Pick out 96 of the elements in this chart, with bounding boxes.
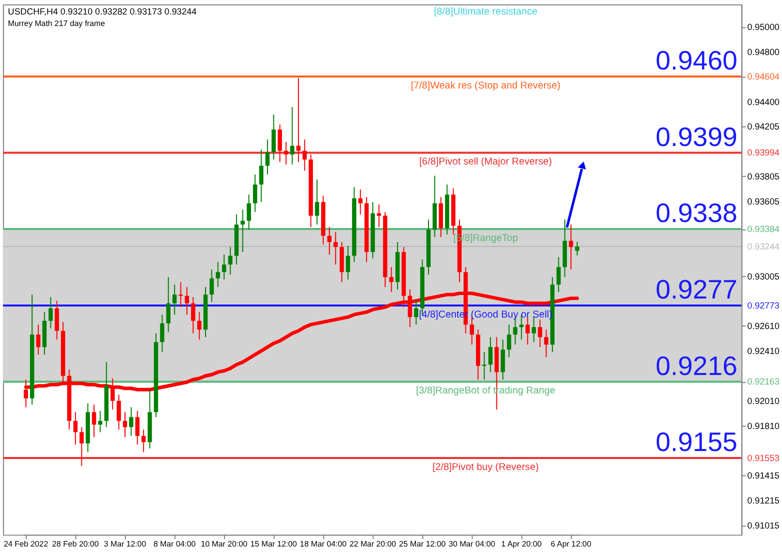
- x-tick-label: 3 Mar 12:00: [104, 540, 147, 549]
- y-tick-label: 0.91415: [747, 470, 780, 480]
- y-tick-label: 0.94800: [747, 46, 780, 57]
- candlestick: [414, 299, 418, 326]
- annotation: 0.9277: [656, 274, 738, 305]
- candlestick: [141, 429, 146, 453]
- candlestick: [197, 312, 202, 340]
- x-tick-label: 1 Apr 20:00: [501, 540, 542, 549]
- candlestick: [240, 209, 245, 253]
- candlestick: [272, 114, 276, 160]
- y-tick-label: 0.93994: [747, 148, 780, 158]
- y-tick-label: 0.93005: [747, 271, 780, 282]
- candlestick: [98, 410, 102, 433]
- y-tick-label: 0.92410: [747, 346, 780, 356]
- candlestick: [122, 412, 128, 438]
- candlestick: [73, 412, 78, 446]
- y-tick-label: 0.92773: [747, 300, 780, 310]
- y-tick-label: 0.91215: [747, 495, 780, 506]
- candlestick: [290, 106, 294, 166]
- y-tick-label: 0.91015: [747, 520, 780, 530]
- candlestick: [296, 78, 301, 163]
- annotation: 0.9399: [656, 122, 738, 152]
- candlestick: [210, 269, 214, 303]
- annotation: 0.9216: [656, 350, 738, 381]
- candlestick: [526, 316, 530, 346]
- x-tick-label: 25 Mar 12:00: [399, 540, 446, 549]
- x-tick-label: 10 Mar 20:00: [200, 540, 248, 549]
- ref-line-label: [2/8]Pivot buy (Reverse): [432, 462, 539, 473]
- ref-line-label: [7/8]Weak res (Stop and Reverse): [410, 80, 560, 92]
- x-tick-label: 15 Mar 12:00: [250, 540, 298, 549]
- candlestick: [358, 189, 362, 216]
- x-tick-label: 18 Mar 04:00: [300, 540, 348, 549]
- candlestick: [54, 300, 59, 340]
- y-tick-label: 0.93384: [747, 224, 780, 234]
- candlestick: [376, 204, 382, 228]
- candlestick: [389, 266, 394, 293]
- candlestick: [544, 329, 548, 358]
- candlestick: [265, 139, 270, 176]
- candlestick: [222, 254, 226, 280]
- y-tick-label: 0.93244: [747, 242, 780, 252]
- candlestick: [302, 139, 307, 172]
- annotation: 0.9338: [656, 198, 738, 228]
- candlestick: [252, 174, 258, 213]
- candlestick: [166, 276, 170, 333]
- ref-line-label: [6/8]Pivot sell (Major Reverse): [419, 156, 552, 168]
- candlestick: [259, 149, 264, 203]
- y-tick-label: 0.92610: [747, 320, 780, 331]
- candlestick: [160, 314, 164, 353]
- annotation: 0.9155: [656, 427, 738, 458]
- y-tick-label: 0.94604: [747, 71, 780, 82]
- candlestick: [48, 296, 53, 329]
- x-tick-label: 8 Mar 04:00: [153, 540, 196, 549]
- candlestick: [129, 406, 134, 436]
- y-tick-label: 0.91553: [747, 453, 780, 463]
- candlestick: [314, 179, 320, 226]
- candlestick: [538, 319, 542, 348]
- candlestick: [80, 426, 84, 466]
- candlestick: [568, 224, 574, 270]
- candlestick: [334, 232, 338, 266]
- candlestick: [191, 296, 196, 334]
- chart-title: USDCHF,H4 0.93210 0.93282 0.93173 0.93244: [8, 6, 197, 16]
- annotation: [8/8]Ultimate resistance: [434, 6, 538, 18]
- candlestick: [216, 262, 220, 288]
- y-tick-label: 0.94205: [747, 121, 780, 132]
- candlestick: [92, 404, 96, 438]
- x-tick-label: 24 Feb 2022: [4, 540, 48, 549]
- candlestick: [500, 339, 505, 380]
- candlestick: [482, 352, 486, 380]
- candlestick: [346, 245, 350, 280]
- candlestick: [116, 394, 121, 430]
- y-tick-label: 0.91810: [747, 420, 780, 431]
- y-tick-label: 0.93605: [747, 196, 780, 206]
- candlestick: [246, 194, 251, 230]
- candlestick: [506, 324, 512, 358]
- candlestick: [184, 286, 190, 316]
- candlestick: [556, 256, 561, 293]
- x-tick-label: 22 Mar 20:00: [349, 540, 397, 549]
- text: Murrey Math 217 day frame: [8, 19, 106, 28]
- annotation: 0.9460: [656, 46, 738, 76]
- candlestick: [278, 124, 282, 163]
- candlestick: [575, 241, 580, 256]
- x-tick-label: 30 Mar 04:00: [448, 540, 496, 549]
- candlestick: [327, 226, 332, 256]
- x-tick-label: 6 Apr 12:00: [550, 540, 592, 549]
- candlestick: [172, 284, 177, 316]
- candlestick: [228, 246, 232, 276]
- y-tick-label: 0.95000: [747, 22, 780, 32]
- y-tick-label: 0.92010: [747, 396, 780, 406]
- x-tick-label: 28 Feb 20:00: [52, 540, 100, 549]
- candlestick: [36, 324, 40, 356]
- candlestick: [178, 282, 183, 308]
- y-tick-label: 0.92163: [747, 376, 780, 387]
- candlestick: [135, 410, 140, 446]
- y-tick-label: 0.94400: [747, 96, 780, 107]
- y-tick-label: 0.93805: [747, 171, 780, 182]
- candlestick: [488, 336, 493, 373]
